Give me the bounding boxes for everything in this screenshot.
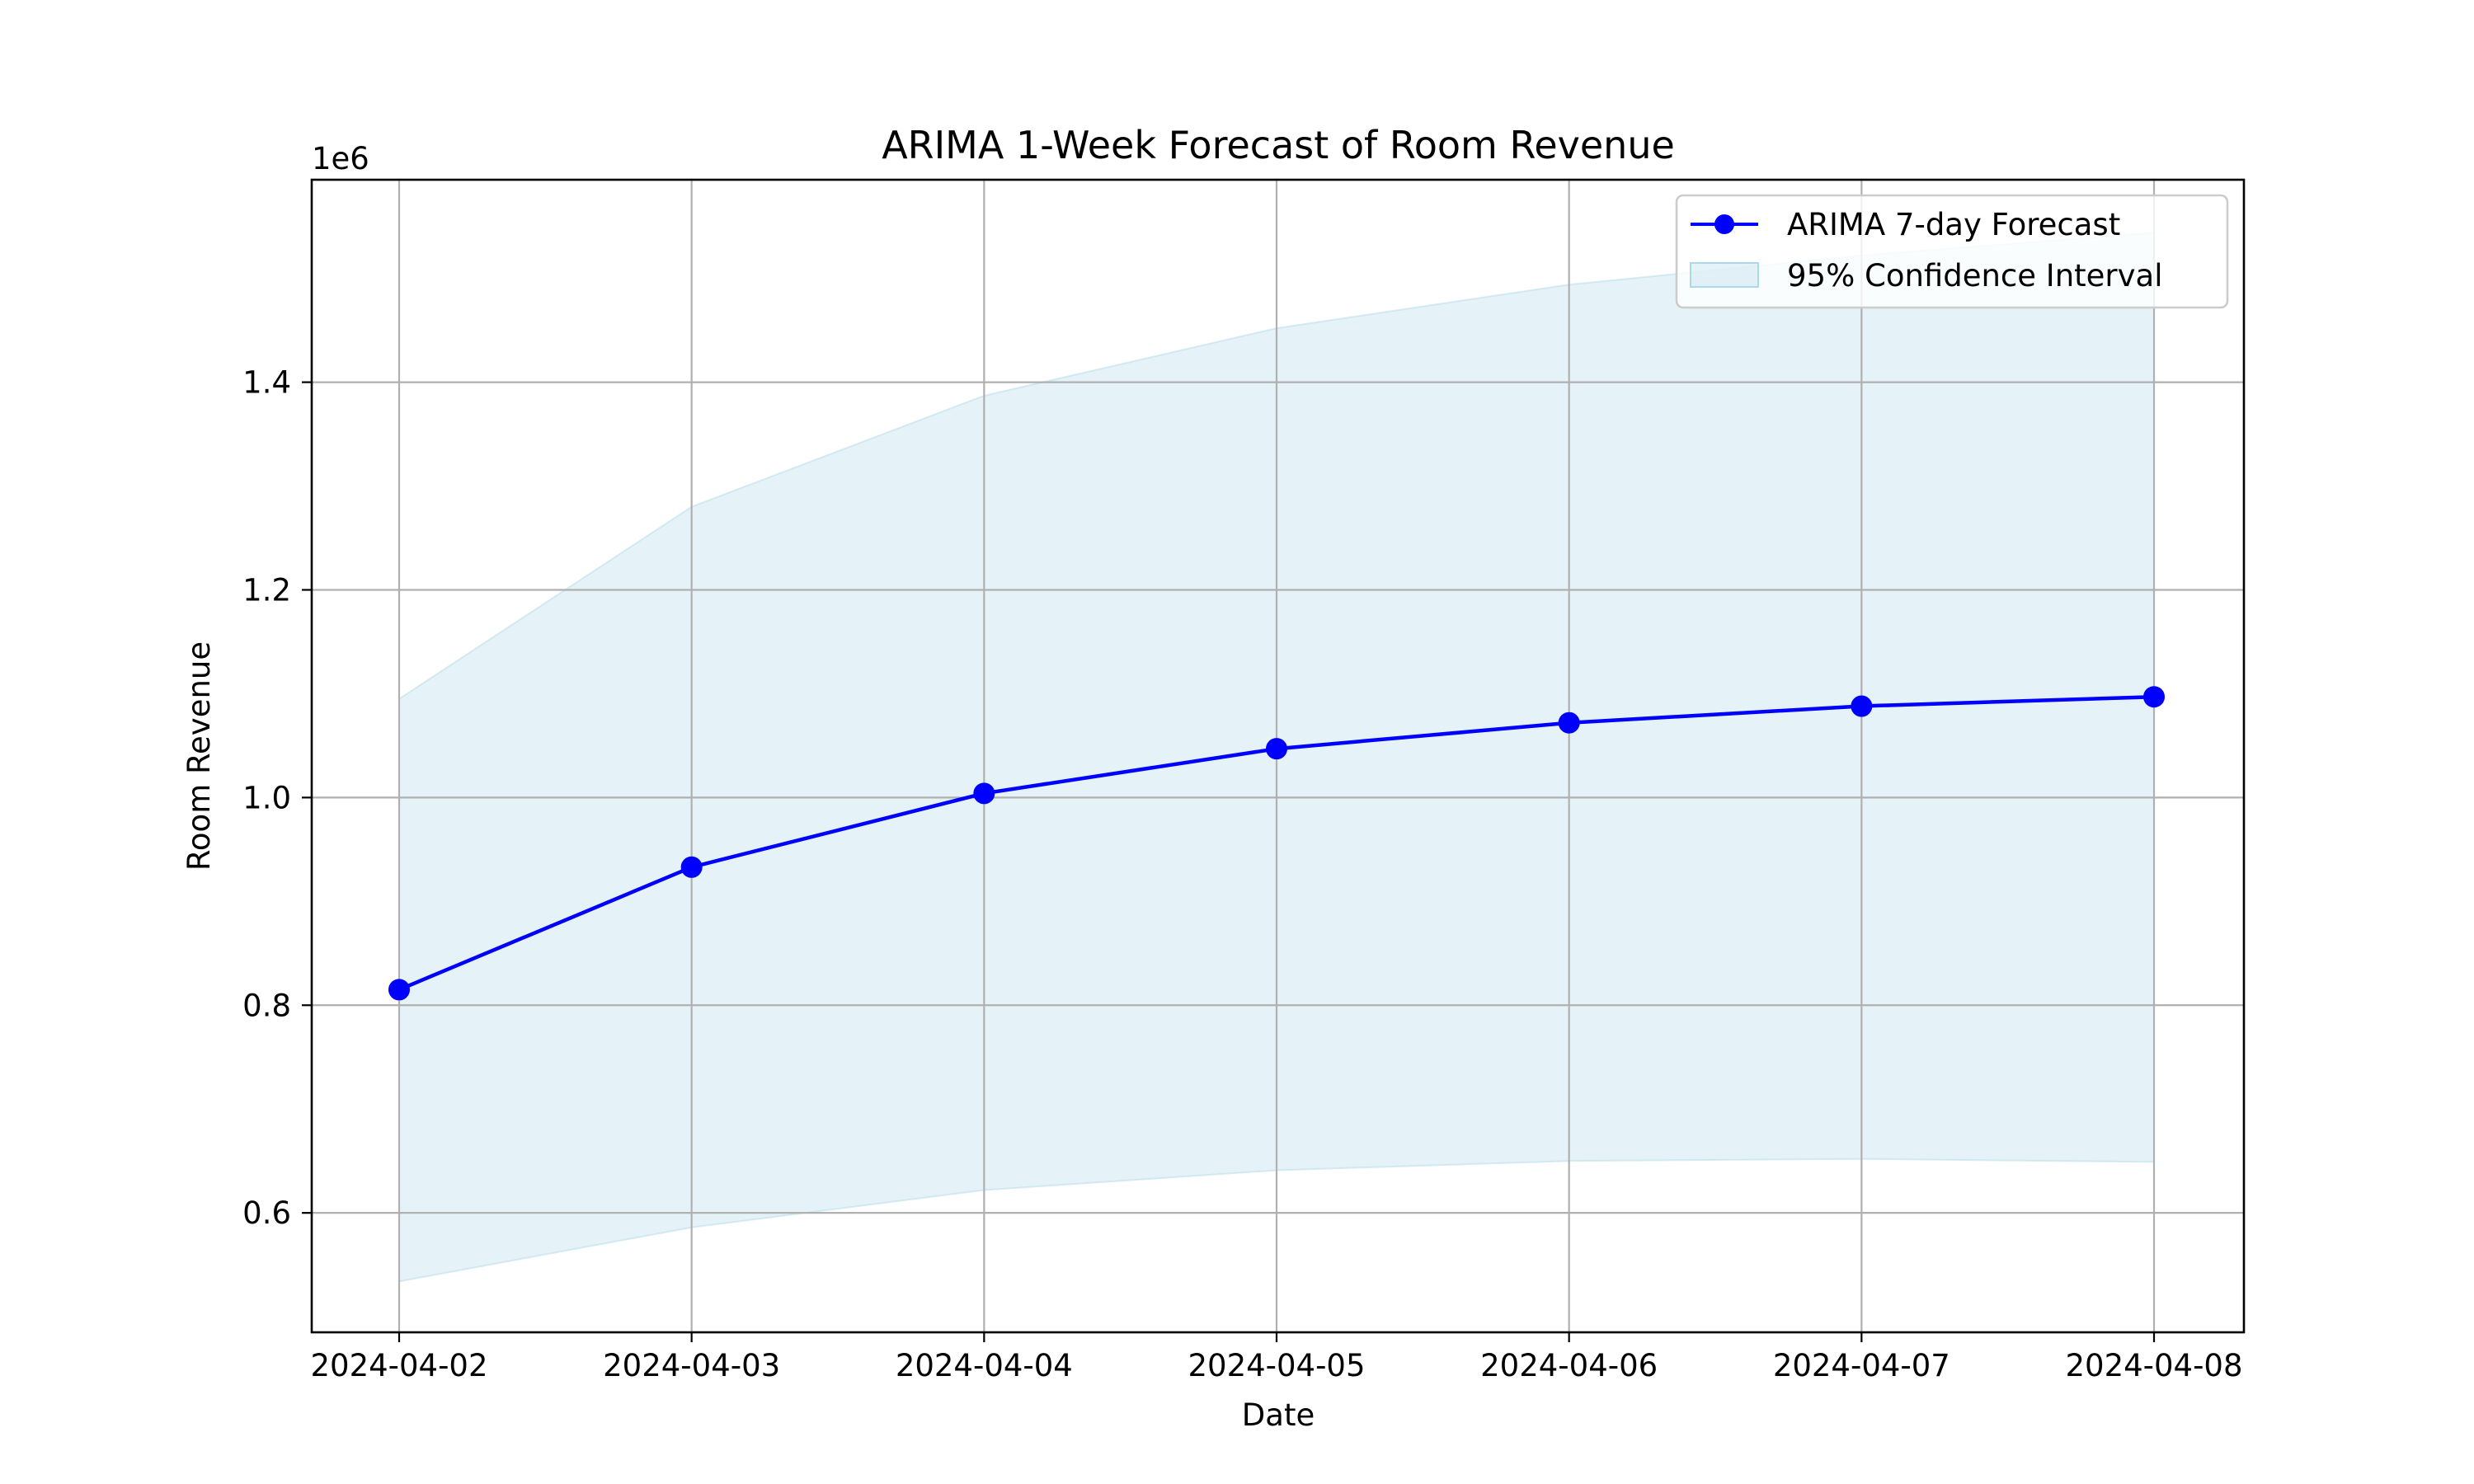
legend-label-confidence-interval: 95% Confidence Interval	[1787, 258, 2163, 294]
forecast-point	[1558, 711, 1580, 734]
forecast-point	[1851, 695, 1873, 717]
forecast-point	[2143, 686, 2165, 708]
forecast-marker-layer	[388, 686, 2165, 1001]
forecast-point	[973, 782, 995, 805]
x-tick-label: 2024-04-07	[1773, 1348, 1950, 1383]
plot-frame	[310, 178, 2246, 1334]
y-tick-label: 1.2	[242, 572, 291, 608]
x-tick-label: 2024-04-05	[1188, 1348, 1365, 1383]
y-tick-label: 1.0	[242, 780, 291, 815]
x-tick-label: 2024-04-03	[603, 1348, 780, 1383]
x-tick-label: 2024-04-04	[896, 1348, 1073, 1383]
x-tick-label: 2024-04-06	[1480, 1348, 1658, 1383]
chart-title: ARIMA 1-Week Forecast of Room Revenue	[882, 123, 1675, 167]
x-axis-ticks: 2024-04-02 2024-04-03 2024-04-04 2024-04-05…	[310, 1332, 2243, 1383]
forecast-point	[388, 979, 410, 1001]
legend-box	[1675, 194, 2229, 309]
legend-label-forecast: ARIMA 7-day Forecast	[1787, 207, 2120, 242]
forecast-point	[680, 856, 703, 878]
y-axis-ticks: 0.6 0.8 1.0 1.2 1.4	[242, 365, 312, 1231]
grid-layer	[312, 180, 2244, 1332]
y-tick-label: 0.6	[242, 1195, 291, 1231]
forecast-point	[1266, 738, 1287, 760]
x-tick-label: 2024-04-08	[2065, 1348, 2242, 1383]
y-tick-label: 0.8	[242, 988, 291, 1023]
x-axis-label: Date	[1242, 1397, 1315, 1433]
y-tick-label: 1.4	[242, 365, 291, 401]
x-tick-label: 2024-04-02	[310, 1348, 487, 1383]
y-offset-label: 1e6	[312, 141, 369, 176]
y-axis-label: Room Revenue	[181, 641, 217, 871]
legend: ARIMA 7-day Forecast 95% Confidence Inte…	[1675, 194, 2229, 309]
legend-swatch-forecast-marker	[1714, 214, 1734, 234]
legend-swatch-confidence-interval	[1690, 262, 1759, 288]
